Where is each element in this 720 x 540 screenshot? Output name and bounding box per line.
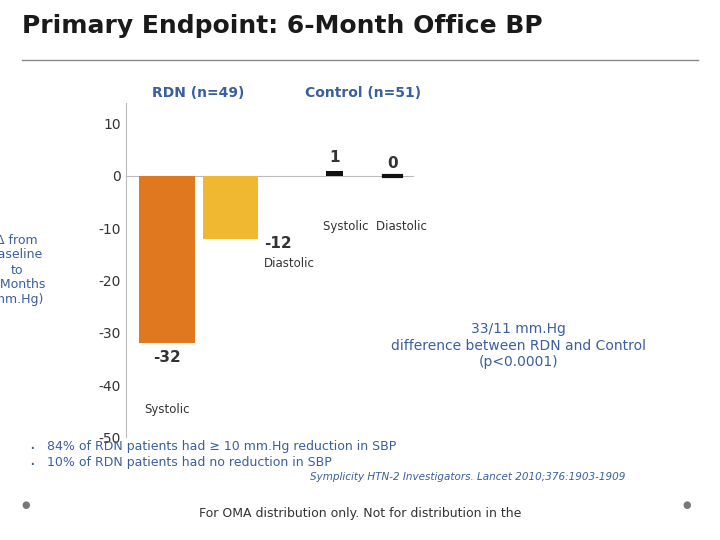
Text: 0: 0 bbox=[387, 156, 397, 171]
Bar bbox=[139, 176, 194, 343]
Text: Symplicity HTN-2 Investigators. Lancet 2010;376:1903-1909: Symplicity HTN-2 Investigators. Lancet 2… bbox=[310, 472, 626, 483]
Text: ·: · bbox=[29, 440, 35, 458]
Text: ●: ● bbox=[683, 500, 691, 510]
Text: Δ from
Baseline
to
6 Months
(mm.Hg): Δ from Baseline to 6 Months (mm.Hg) bbox=[0, 233, 45, 307]
Text: For OMA distribution only. Not for distribution in the: For OMA distribution only. Not for distr… bbox=[199, 507, 521, 519]
Text: Systolic: Systolic bbox=[144, 403, 189, 416]
Text: ·: · bbox=[29, 456, 35, 474]
Text: Control (n=51): Control (n=51) bbox=[305, 86, 421, 100]
Text: 1: 1 bbox=[329, 150, 340, 165]
Text: -12: -12 bbox=[264, 236, 292, 251]
Bar bbox=[202, 176, 258, 239]
Bar bbox=[325, 171, 343, 176]
Text: RDN (n=49): RDN (n=49) bbox=[153, 86, 245, 100]
Text: -32: -32 bbox=[153, 349, 181, 364]
Text: Systolic  Diastolic: Systolic Diastolic bbox=[323, 220, 427, 233]
Text: 84% of RDN patients had ≥ 10 mm.Hg reduction in SBP: 84% of RDN patients had ≥ 10 mm.Hg reduc… bbox=[47, 440, 396, 453]
Text: 10% of RDN patients had no reduction in SBP: 10% of RDN patients had no reduction in … bbox=[47, 456, 331, 469]
Text: Diastolic: Diastolic bbox=[264, 257, 315, 270]
Text: ●: ● bbox=[22, 500, 30, 510]
Text: 33/11 mm.Hg
difference between RDN and Control
(p<0.0001): 33/11 mm.Hg difference between RDN and C… bbox=[391, 322, 646, 369]
Text: Primary Endpoint: 6-Month Office BP: Primary Endpoint: 6-Month Office BP bbox=[22, 14, 542, 37]
